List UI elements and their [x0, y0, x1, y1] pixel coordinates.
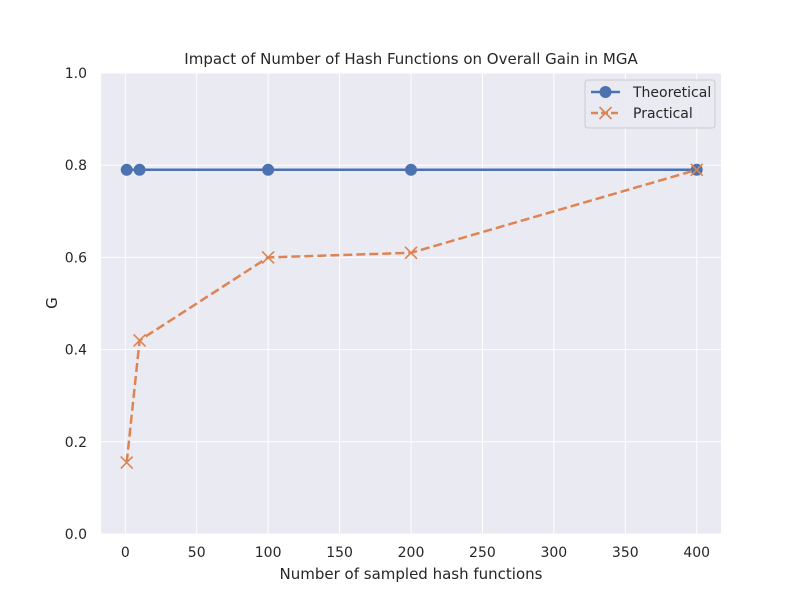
x-tick-label: 250	[469, 545, 496, 561]
x-tick-label: 100	[255, 545, 282, 561]
data-point	[598, 106, 613, 120]
legend-item: Theoretical	[591, 85, 711, 101]
legend: Theoretical Practical	[584, 79, 716, 129]
data-point	[262, 163, 275, 176]
y-tick-label: 0.4	[65, 343, 87, 359]
data-point	[405, 163, 417, 176]
x-tick-label: 400	[683, 545, 710, 561]
data-point	[690, 163, 704, 177]
tick-labels: 0 50 100 150 200 250 300 350 400 0.0 0.2 0.4 0.6 0.8 1…	[65, 66, 710, 561]
data-point	[133, 163, 146, 176]
data-point	[599, 86, 612, 98]
legend-label: Practical	[633, 106, 693, 122]
y-tick-label: 0.0	[65, 527, 87, 543]
y-tick-label: 0.6	[65, 250, 87, 266]
chart-title: Impact of Number of Hash Functions on Ov…	[184, 50, 638, 68]
data-point	[261, 250, 275, 264]
x-tick-label: 300	[540, 545, 567, 561]
data-point	[120, 455, 134, 470]
x-axis-label: Number of sampled hash functions	[280, 565, 543, 583]
x-tick-label: 350	[612, 545, 639, 561]
y-tick-label: 0.8	[65, 158, 87, 174]
x-tick-label: 50	[188, 545, 206, 561]
y-axis-label: G	[43, 297, 61, 309]
series-layer	[120, 163, 704, 470]
x-tick-label: 150	[326, 545, 353, 561]
x-tick-label: 200	[398, 545, 425, 561]
data-point	[404, 246, 418, 260]
y-tick-label: 0.2	[65, 435, 87, 451]
y-tick-label: 1.0	[65, 66, 87, 82]
grid	[101, 72, 721, 535]
legend-label: Theoretical	[632, 85, 711, 101]
series-theoretical	[120, 163, 703, 176]
legend-item: Practical	[591, 106, 693, 122]
data-point	[120, 163, 133, 176]
data-point	[133, 333, 147, 347]
x-tick-label: 0	[121, 545, 130, 561]
series-practical	[120, 163, 704, 470]
